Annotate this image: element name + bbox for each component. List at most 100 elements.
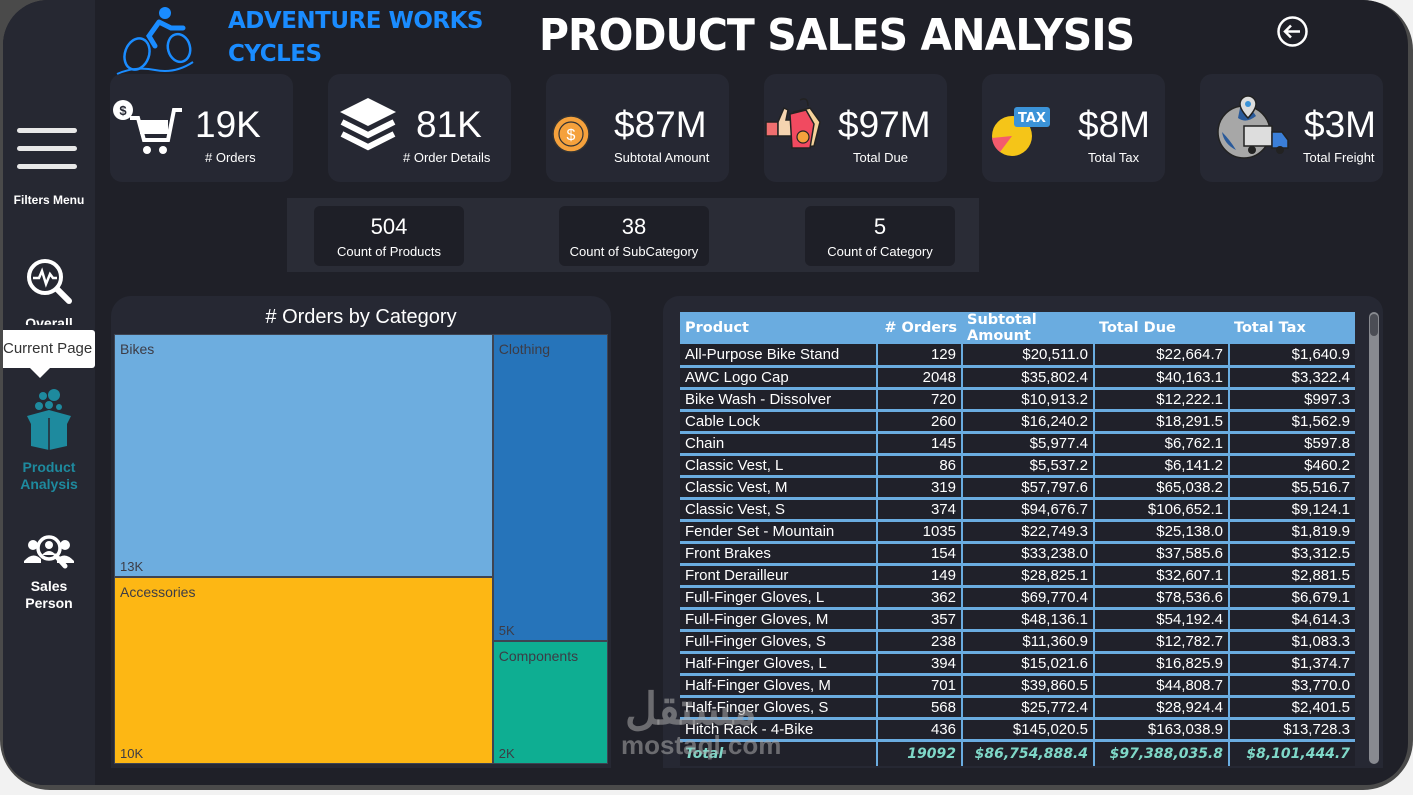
table-cell: Chain <box>680 432 878 456</box>
table-row[interactable]: Half-Finger Gloves, L 394 $15,021.6 $16,825… <box>680 652 1355 676</box>
dashboard-screen: Filters Menu Overall Current Page Produc… <box>3 0 1408 785</box>
total-cell: $8,101,444.7 <box>1229 740 1355 766</box>
table-cell: $69,770.4 <box>962 586 1095 610</box>
table-cell: AWC Logo Cap <box>680 366 878 390</box>
table-cell: Classic Vest, L <box>680 454 878 478</box>
kpi-value: $3M <box>1304 104 1376 145</box>
table-row[interactable]: Full-Finger Gloves, L 362 $69,770.4 $78,536… <box>680 586 1355 610</box>
table-scrollbar[interactable] <box>1369 312 1379 764</box>
total-cell: Total <box>680 740 878 766</box>
table-row[interactable]: Front Derailleur 149 $28,825.1 $32,607.1 $2,… <box>680 564 1355 588</box>
table-cell: Cable Lock <box>680 410 878 434</box>
table-cell: Half-Finger Gloves, S <box>680 696 878 720</box>
table-cell: $54,192.4 <box>1094 608 1230 632</box>
nav-label-overall: Overall <box>25 315 73 325</box>
tile-value: 2K <box>498 745 515 761</box>
table-cell: Full-Finger Gloves, L <box>680 586 878 610</box>
table-cell: $25,138.0 <box>1094 520 1230 544</box>
treemap: Bikes 13K Accessories 10K Clothing 5K Componen… <box>114 334 608 764</box>
table-row[interactable]: Full-Finger Gloves, S 238 $11,360.9 $12,782… <box>680 630 1355 654</box>
table-cell: Half-Finger Gloves, L <box>680 652 878 676</box>
table-cell: $9,124.1 <box>1229 498 1355 522</box>
nav-item-sales-person[interactable]: Sales Person <box>3 533 95 612</box>
table-row[interactable]: Fender Set - Mountain 1035 $22,749.3 $25,13… <box>680 520 1355 544</box>
table-row[interactable]: Hitch Rack - 4-Bike 436 $145,020.5 $163,038… <box>680 718 1355 742</box>
table-row[interactable]: Bike Wash - Dissolver 720 $10,913.2 $12,222… <box>680 388 1355 412</box>
treemap-tile-accessories[interactable]: Accessories 10K <box>114 577 493 764</box>
page-title: PRODUCT SALES ANALYSIS <box>539 10 1135 61</box>
treemap-tile-clothing[interactable]: Clothing 5K <box>492 334 608 642</box>
table-row[interactable]: Classic Vest, M 319 $57,797.6 $65,038.2 $5,5… <box>680 476 1355 500</box>
tax-pie-icon: TAX <box>992 107 1050 156</box>
table-row[interactable]: Cable Lock 260 $16,240.2 $18,291.5 $1,562.9 <box>680 410 1355 434</box>
table-row[interactable]: Full-Finger Gloves, M 357 $48,136.1 $54,192… <box>680 608 1355 632</box>
table-row[interactable]: Classic Vest, S 374 $94,676.7 $106,652.1 $9,… <box>680 498 1355 522</box>
table-cell: 260 <box>877 410 963 434</box>
table-cell: $48,136.1 <box>962 608 1095 632</box>
svg-text:$: $ <box>119 103 127 118</box>
table-row[interactable]: Chain 145 $5,977.4 $6,762.1 $597.8 <box>680 432 1355 456</box>
watermark-latin: mostaql.com <box>621 730 782 760</box>
table-cell: $57,797.6 <box>962 476 1095 500</box>
tile-label: Components <box>498 648 579 665</box>
column-header[interactable]: # Orders <box>877 312 962 344</box>
table-cell: $3,322.4 <box>1229 366 1355 390</box>
table-row[interactable]: AWC Logo Cap 2048 $35,802.4 $40,163.1 $3,322… <box>680 366 1355 390</box>
kpi-card-total-freight: $3M Total Freight <box>1200 74 1383 182</box>
count-caption: Count of SubCategory <box>569 244 699 259</box>
treemap-tile-components[interactable]: Components 2K <box>492 641 608 764</box>
hamburger-line <box>17 146 77 151</box>
tile-label: Accessories <box>120 584 196 601</box>
table-row[interactable]: Front Brakes 154 $33,238.0 $37,585.6 $3,312.… <box>680 542 1355 566</box>
kpi-card-subtotal: $ $87M Subtotal Amount <box>546 74 729 182</box>
total-cell: $86,754,888.4 <box>962 740 1095 766</box>
product-sales-table: Product # Orders Subtotal Amount Total Due T… <box>680 312 1355 766</box>
kpi-caption: Total Due <box>853 150 908 165</box>
nav-item-product-analysis[interactable]: Product Analysis <box>3 388 95 493</box>
scrollbar-thumb[interactable] <box>1370 314 1378 336</box>
table-cell: 357 <box>877 608 963 632</box>
filters-menu-button[interactable] <box>17 128 77 174</box>
brand-line-1: ADVENTURE WORKS <box>228 8 483 34</box>
table-cell: $11,360.9 <box>962 630 1095 654</box>
count-card-products: 504 Count of Products <box>314 206 464 266</box>
count-card-category: 5 Count of Category <box>805 206 955 266</box>
table-cell: $6,762.1 <box>1094 432 1230 456</box>
tile-value: 13K <box>120 559 144 575</box>
table-cell: $22,749.3 <box>962 520 1095 544</box>
table-cell: $39,860.5 <box>962 674 1095 698</box>
kpi-caption: # Order Details <box>403 150 491 165</box>
back-button[interactable] <box>1276 15 1309 48</box>
table-row[interactable]: Classic Vest, L 86 $5,537.2 $6,141.2 $460.2 <box>680 454 1355 478</box>
table-cell: All-Purpose Bike Stand <box>680 344 878 368</box>
table-cell: $22,664.7 <box>1094 344 1230 368</box>
table-row[interactable]: All-Purpose Bike Stand 129 $20,511.0 $22,66… <box>680 344 1355 368</box>
nav-label-person: Person <box>25 595 73 611</box>
table-cell: $16,825.9 <box>1094 652 1230 676</box>
table-cell: 238 <box>877 630 963 654</box>
product-table-panel: Product # Orders Subtotal Amount Total Due T… <box>663 296 1383 768</box>
orders-by-category-chart: # Orders by Category Bikes 13K Accessories… <box>111 296 611 768</box>
table-cell: $28,924.4 <box>1094 696 1230 720</box>
brand-line-2: CYCLES <box>228 41 322 67</box>
table-cell: 1035 <box>877 520 963 544</box>
nav-item-overall[interactable]: Overall <box>3 255 95 325</box>
count-value: 5 <box>873 214 887 239</box>
table-cell: 129 <box>877 344 963 368</box>
count-value: 504 <box>370 214 408 239</box>
table-cell: $37,585.6 <box>1094 542 1230 566</box>
table-cell: $10,913.2 <box>962 388 1095 412</box>
count-caption: Count of Category <box>827 244 933 259</box>
column-header[interactable]: Total Due <box>1094 312 1229 344</box>
table-row[interactable]: Half-Finger Gloves, S 568 $25,772.4 $28,924… <box>680 696 1355 720</box>
table-row[interactable]: Half-Finger Gloves, M 701 $39,860.5 $44,808… <box>680 674 1355 698</box>
column-header[interactable]: Product <box>680 312 877 344</box>
column-header[interactable]: Subtotal Amount <box>962 312 1094 344</box>
table-cell: 86 <box>877 454 963 478</box>
nav-label-product: Product <box>22 459 76 475</box>
column-header[interactable]: Total Tax <box>1229 312 1355 344</box>
treemap-tile-bikes[interactable]: Bikes 13K <box>114 334 493 578</box>
tile-label: Bikes <box>120 341 155 357</box>
kpi-caption: Total Tax <box>1088 150 1140 165</box>
table-cell: Front Derailleur <box>680 564 878 588</box>
